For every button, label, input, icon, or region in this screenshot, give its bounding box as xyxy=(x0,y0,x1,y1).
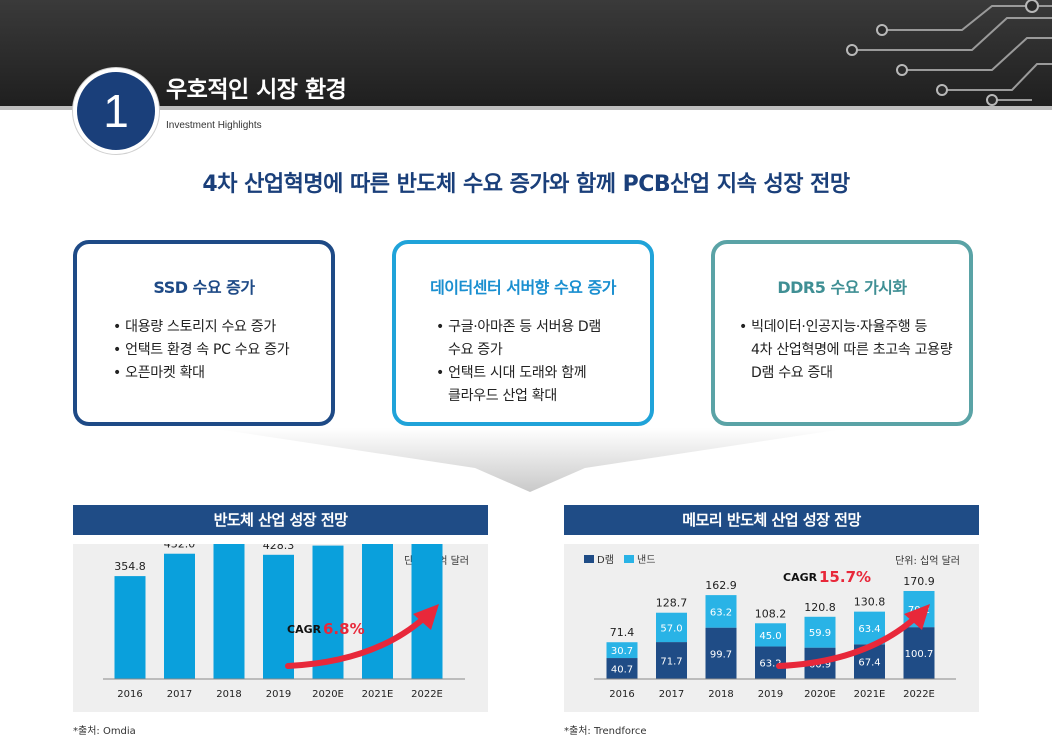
chart2-total-label: 162.9 xyxy=(705,579,737,592)
chart1-bar xyxy=(362,532,393,679)
card-datacenter: 데이터센터 서버향 수요 증가 구글·아마존 등 서버용 D램 수요 증가 언택… xyxy=(392,240,654,426)
chart2-source: *출처: Trendforce xyxy=(564,726,647,737)
chart2-cagr-label: CAGR xyxy=(783,571,818,584)
legend-dram-label: D램 xyxy=(597,554,614,566)
chart2-bar-nand xyxy=(606,642,638,659)
section-title: 우호적인 시장 환경 xyxy=(166,77,347,103)
card-title: 데이터센터 서버향 수요 증가 xyxy=(430,278,616,297)
legend-nand-swatch xyxy=(624,555,634,563)
chart2-dram-label: 100.7 xyxy=(905,649,934,660)
chart1-bar-label: 432.0 xyxy=(164,544,196,551)
chart1-panel: 단위: 십억 달러 354.82016432.02017485.02018428… xyxy=(73,510,488,712)
chart2-nand-label: 63.2 xyxy=(710,607,732,618)
chart2-bar-nand xyxy=(755,623,786,647)
chart1-x-tick: 2021E xyxy=(362,689,394,700)
chart1-x-tick: 2022E xyxy=(411,689,443,700)
chart2-svg: D램 낸드 단위: 십억 달러 40.7 30.7 71.4 2016 71.7 57.0… xyxy=(584,554,960,700)
chart2-x-tick: 2021E xyxy=(854,689,886,700)
card-bullet: 언택트 환경 속 PC 수요 증가 xyxy=(113,339,331,362)
card-bullet: 구글·아마존 등 서버용 D램 xyxy=(436,316,650,339)
card-bullet: 오픈마켓 확대 xyxy=(113,362,331,385)
chart1-bar xyxy=(164,553,195,679)
chart2-bar-dram xyxy=(755,646,786,679)
card-bullet-cont: 클라우드 산업 확대 xyxy=(448,388,557,404)
chart2-x-tick: 2019 xyxy=(758,689,783,700)
chart2-bar-nand xyxy=(705,595,737,628)
chart2-nand-label: 63.4 xyxy=(858,624,880,635)
chart2-total-label: 130.8 xyxy=(854,596,886,609)
card-bullet: 대용량 스토리지 수요 증가 xyxy=(113,316,331,339)
section-number-badge: 1 xyxy=(73,68,159,154)
header-banner xyxy=(0,0,1052,106)
chart2-dram-label: 71.7 xyxy=(660,657,682,668)
chart2-dram-label: 99.7 xyxy=(710,649,732,660)
chart2-total-label: 108.2 xyxy=(755,607,787,620)
cagr-arrow-icon xyxy=(285,616,426,669)
chart2-nand-label: 57.0 xyxy=(660,623,682,634)
chart2-bar-dram xyxy=(705,627,737,679)
header-divider xyxy=(0,106,1052,110)
card-title: SSD 수요 증가 xyxy=(153,278,255,297)
card-bullet-cont: 4차 산업혁명에 따른 초고속 고용량 xyxy=(751,342,953,358)
chart1-cagr-value: 6.8% xyxy=(323,620,365,638)
chart2-panel: D램 낸드 단위: 십억 달러 40.7 30.7 71.4 2016 71.7 57.0… xyxy=(564,544,979,712)
chart1-cagr-label: CAGR xyxy=(287,623,322,636)
chart1-bar xyxy=(411,526,443,679)
legend-nand-label: 낸드 xyxy=(637,554,655,566)
section-subtitle: Investment Highlights xyxy=(166,120,262,131)
chart2-title: 메모리 반도체 산업 성장 전망 xyxy=(564,505,979,535)
chart1-x-tick: 2016 xyxy=(117,689,142,700)
chart2-dram-label: 60.9 xyxy=(809,659,831,670)
chart2-cagr-value: 15.7% xyxy=(819,568,871,586)
card-bullet-cont: D램 수요 증대 xyxy=(751,365,833,381)
card-bullet: 빅데이터·인공지능·자율주행 등 xyxy=(739,316,969,339)
chart1-x-tick: 2020E xyxy=(312,689,344,700)
chart1-bar xyxy=(263,554,294,679)
chart1-bar-label: 354.8 xyxy=(114,560,146,573)
chart2-nand-label: 59.9 xyxy=(809,628,831,639)
chart1-title: 반도체 산업 성장 전망 xyxy=(73,505,488,535)
cagr-arrow-icon xyxy=(413,604,439,630)
chart2-bar-nand xyxy=(656,612,687,643)
chart2-x-tick: 2018 xyxy=(708,689,733,700)
card-ssd: SSD 수요 증가 대용량 스토리지 수요 증가 언택트 환경 속 PC 수요 … xyxy=(73,240,335,426)
chart2-total-label: 71.4 xyxy=(610,626,635,639)
chart2-x-tick: 2022E xyxy=(903,689,935,700)
headline: 4차 산업혁명에 따른 반도체 수요 증가와 함께 PCB산업 지속 성장 전망 xyxy=(202,172,850,197)
card-bullet: 언택트 시대 도래와 함께 xyxy=(436,362,650,385)
chart1-bar xyxy=(213,538,245,679)
chart2-dram-label: 67.4 xyxy=(858,658,880,669)
chart1-bar-label: 428.3 xyxy=(263,544,295,552)
circuit-decoration-icon xyxy=(846,0,1052,106)
chart2-total-label: 128.7 xyxy=(656,597,688,610)
chart2-bar-nand xyxy=(804,616,836,648)
chart2-bar-dram xyxy=(903,627,935,679)
card-ddr5: DDR5 수요 가시화 빅데이터·인공지능·자율주행 등 4차 산업혁명에 따른… xyxy=(711,240,973,426)
chart2-nand-label: 45.0 xyxy=(759,631,781,642)
chart2-dram-label: 40.7 xyxy=(611,665,633,676)
chart2-bar-dram xyxy=(656,642,687,679)
funnel-arrow-icon xyxy=(210,428,850,492)
chart2-total-label: 120.8 xyxy=(804,601,836,614)
chart1-x-tick: 2018 xyxy=(216,689,241,700)
card-bullet-cont: 수요 증가 xyxy=(448,342,503,358)
chart2-x-tick: 2020E xyxy=(804,689,836,700)
chart1-svg: 단위: 십억 달러 354.82016432.02017485.02018428… xyxy=(103,510,469,700)
chart1-source: *출처: Omdia xyxy=(73,726,136,737)
cagr-arrow-icon xyxy=(776,616,917,669)
legend-dram-swatch xyxy=(584,555,594,563)
chart2-unit: 단위: 십억 달러 xyxy=(895,554,960,567)
chart1-x-tick: 2019 xyxy=(266,689,291,700)
chart2-dram-label: 63.2 xyxy=(759,659,781,670)
cagr-arrow-icon xyxy=(904,604,930,630)
chart2-nand-label: 30.7 xyxy=(611,646,633,657)
chart1-bar xyxy=(114,576,146,679)
chart2-total-label: 170.9 xyxy=(903,575,935,588)
chart1-x-tick: 2017 xyxy=(167,689,192,700)
chart2-bar-dram xyxy=(606,658,638,679)
card-title: DDR5 수요 가시화 xyxy=(777,278,907,297)
chart2-x-tick: 2016 xyxy=(609,689,634,700)
chart2-x-tick: 2017 xyxy=(659,689,684,700)
